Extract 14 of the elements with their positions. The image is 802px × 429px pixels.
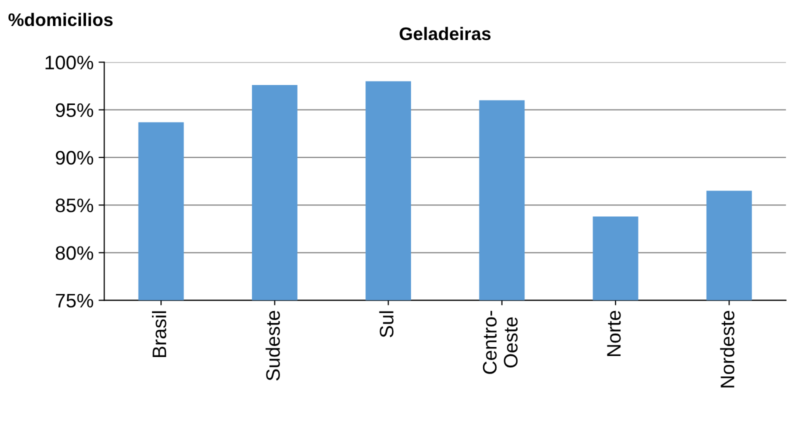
x-tick-label: Nordeste xyxy=(720,310,734,388)
chart-title: Geladeiras xyxy=(400,26,491,40)
x-tick-label: Sul xyxy=(379,311,394,338)
y-axis-title: %domicilios xyxy=(8,12,113,26)
y-tick-label: 75% xyxy=(56,294,94,308)
x-tick-label: Brasil xyxy=(152,311,166,358)
y-tick-label: 85% xyxy=(56,198,94,212)
x-tick-label: Centro- Oeste xyxy=(482,310,518,374)
y-tick-label: 80% xyxy=(56,246,94,260)
y-tick-label: 90% xyxy=(56,150,94,165)
y-tick-label: 95% xyxy=(56,103,94,118)
y-tick-label: 100% xyxy=(46,56,94,70)
x-tick-label: Norte xyxy=(607,310,621,356)
x-tick-label: Sudeste xyxy=(266,310,280,380)
